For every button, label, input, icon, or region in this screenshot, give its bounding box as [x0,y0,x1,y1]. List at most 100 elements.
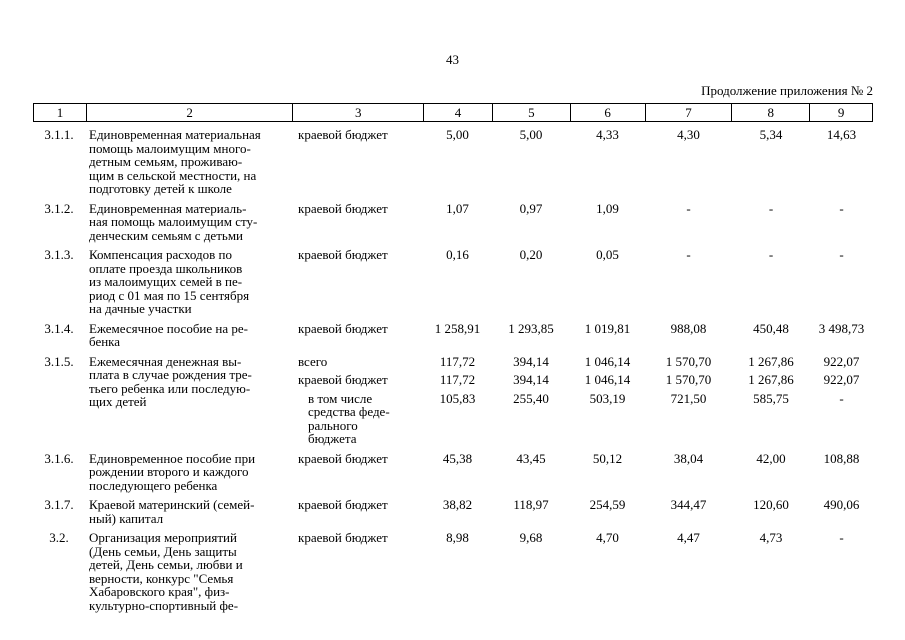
entry-line: краевой бюджет 117,72 394,14 1 046,14 1 … [292,373,873,387]
value-cell: 1 046,14 [584,353,631,369]
table-row: 3.1.6. Единовременное пособие при рожден… [33,450,873,493]
row-number: 3.1.1. [44,127,74,142]
entry-line: краевой бюджет 0,16 0,20 0,05 - - - [292,248,873,262]
value-cell: 1 046,14 [584,372,631,387]
value-cell: 394,14 [513,353,549,369]
continuation-note: Продолжение приложения № 2 [701,83,873,98]
value-cell: 42,00 [756,450,786,466]
entries-group: всего 117,72 394,14 1 046,14 1 570,70 1 … [292,353,873,446]
entry-line: всего 117,72 394,14 1 046,14 1 570,70 1 … [292,353,873,369]
row-number: 3.1.5. [44,353,74,369]
value-cell: - [768,247,774,262]
value-cell: 255,40 [513,390,549,406]
value-cell: - [839,390,844,406]
value-cell: 4,73 [759,530,783,545]
funding-source: краевой бюджет [298,247,388,262]
header-cell: 3 [292,104,423,121]
row-number: 3.1.7. [44,497,74,512]
table-row: 3.1.5. Ежемесячная денежная вы- плата в … [33,353,873,446]
value-cell: - [839,530,844,545]
table-row: 3.1.1. Единовременная материальная помощ… [33,128,873,196]
funding-source: краевой бюджет [298,127,388,142]
value-cell: 1 258,91 [434,320,481,336]
value-cell: 1 019,81 [584,320,631,336]
value-cell: 118,97 [513,497,549,512]
value-cell: 4,33 [596,127,619,142]
value-cell: 9,68 [519,530,543,545]
header-cell: 2 [85,104,293,121]
funding-source: краевой бюджет [298,320,388,336]
value-cell: 1 267,86 [748,353,794,369]
value-cell: 3 498,73 [818,320,865,336]
entries-group: краевой бюджет 5,00 5,00 4,33 4,30 5,34 … [292,128,873,142]
value-cell: 45,38 [442,450,473,466]
value-cell: 5,34 [759,127,783,142]
value-cell: 1 267,86 [748,372,794,387]
entry-line: краевой бюджет 5,00 5,00 4,33 4,30 5,34 … [292,128,873,142]
value-cell: 922,07 [823,372,860,387]
value-cell: 0,97 [519,200,543,216]
table-row: 3.1.2. Единовременная материаль- ная пом… [33,200,873,243]
value-cell: 721,50 [670,390,707,406]
row-number: 3.1.6. [44,450,74,466]
table-row: 3.1.3. Компенсация расходов по оплате пр… [33,248,873,316]
value-cell: 1,07 [446,200,469,216]
table-header: 1 2 3 4 5 6 7 8 9 [33,103,873,122]
row-number: 3.1.4. [44,320,74,336]
value-cell: 394,14 [513,372,549,387]
value-cell: 38,82 [442,497,473,512]
table-body: 3.1.1. Единовременная материальная помощ… [33,128,873,612]
value-cell: 922,07 [823,353,860,369]
value-cell: 0,05 [596,247,619,262]
value-cell: 120,60 [753,497,789,512]
funding-source: краевой бюджет [298,497,388,512]
value-cell: - [686,200,691,216]
value-cell: 5,00 [446,127,469,142]
entries-group: краевой бюджет 0,16 0,20 0,05 - - - [292,248,873,262]
value-cell: 14,63 [826,127,857,142]
entries-group: краевой бюджет 8,98 9,68 4,70 4,47 4,73 … [292,531,873,545]
table-row: 3.1.7. Краевой материнский (семей- ный) … [33,498,873,525]
value-cell: 38,04 [673,450,704,466]
value-cell: 5,00 [519,127,543,142]
entries-group: краевой бюджет 45,38 43,45 50,12 38,04 4… [292,450,873,466]
value-cell: 0,16 [446,247,469,262]
entries-group: краевой бюджет 38,82 118,97 254,59 344,4… [292,498,873,512]
header-cell: 4 [423,104,492,121]
value-cell: 988,08 [670,320,707,336]
value-cell: 1,09 [596,200,619,216]
value-cell: 503,19 [589,390,626,406]
value-cell: 50,12 [592,450,623,466]
header-cell: 8 [731,104,809,121]
funding-source: краевой бюджет [298,200,388,216]
value-cell: 8,98 [446,530,469,545]
value-cell: 43,45 [516,450,546,466]
funding-source: всего [298,353,328,369]
value-cell: 1 570,70 [665,353,712,369]
entry-line: краевой бюджет 8,98 9,68 4,70 4,47 4,73 … [292,531,873,545]
row-title: Единовременная материальная помощь малои… [89,127,261,196]
value-cell: 490,06 [823,497,860,512]
value-cell: 254,59 [589,497,626,512]
header-cell: 5 [491,104,570,121]
funding-source: краевой бюджет [298,530,388,545]
funding-source: в том числе средства феде- рального бюдж… [308,390,390,446]
row-title: Единовременная материаль- ная помощь мал… [89,200,258,243]
value-cell: 585,75 [753,390,789,406]
entry-line: в том числе средства феде- рального бюдж… [292,390,873,446]
funding-source: краевой бюджет [298,450,388,466]
value-cell: - [686,247,691,262]
entry-line: краевой бюджет 1 258,91 1 293,85 1 019,8… [292,320,873,336]
value-cell: - [839,200,844,216]
table-row: 3.1.4. Ежемесячное пособие на ре- бенка … [33,320,873,349]
row-number: 3.1.3. [44,247,74,262]
value-cell: 4,47 [677,530,700,545]
value-cell: 1 293,85 [508,320,554,336]
value-cell: - [768,200,774,216]
row-title: Компенсация расходов по оплате проезда ш… [89,247,250,316]
entries-group: краевой бюджет 1 258,91 1 293,85 1 019,8… [292,320,873,336]
funding-source: краевой бюджет [298,372,388,387]
value-cell: 4,70 [596,530,619,545]
page-number: 43 [446,52,459,67]
